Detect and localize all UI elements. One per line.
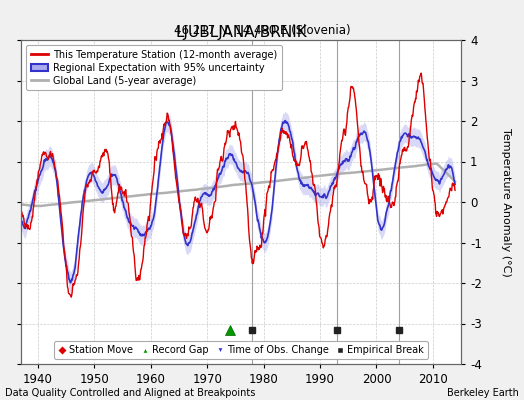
Legend: Station Move, Record Gap, Time of Obs. Change, Empirical Break: Station Move, Record Gap, Time of Obs. C… <box>54 341 428 359</box>
Text: 46.217 N, 14.480 E (Slovenia): 46.217 N, 14.480 E (Slovenia) <box>173 24 351 37</box>
Title: LJUBLJANA/BRNIK: LJUBLJANA/BRNIK <box>175 25 307 40</box>
Text: Data Quality Controlled and Aligned at Breakpoints: Data Quality Controlled and Aligned at B… <box>5 388 256 398</box>
Y-axis label: Temperature Anomaly (°C): Temperature Anomaly (°C) <box>501 128 511 276</box>
Text: Berkeley Earth: Berkeley Earth <box>447 388 519 398</box>
